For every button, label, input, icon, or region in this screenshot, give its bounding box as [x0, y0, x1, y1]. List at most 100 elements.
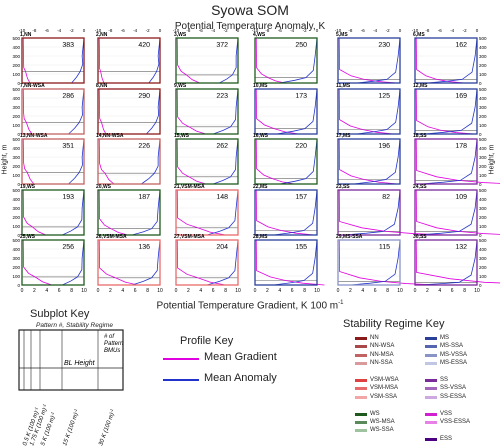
gradient-tick-label: 6 — [212, 288, 215, 294]
panel-count: 125 — [378, 93, 390, 100]
panel-3: 3,WS 372 -10 -8 -6 -4 -2 0 — [173, 28, 240, 84]
panel-label: 25,WS — [20, 234, 36, 240]
panel-29: 29,MS-SSA 115 0 2 4 6 8 10 — [336, 234, 438, 294]
height-tick-label: 100 — [12, 72, 20, 77]
gradient-tick-label: 2 — [109, 288, 112, 294]
mean-gradient-line — [176, 88, 206, 135]
panel-label: 19,WS — [20, 184, 36, 190]
height-tick-label: 300 — [12, 54, 20, 59]
panel-frame — [175, 239, 239, 286]
subplot-key-title: Subplot Key — [30, 308, 90, 320]
panel-label: 30,SS — [413, 234, 427, 240]
panel-17: 17,MS 196 — [336, 133, 401, 185]
height-tick-label: 400 — [479, 197, 487, 202]
mean-anomaly-line — [418, 239, 478, 286]
height-tick-label: 200 — [479, 215, 487, 220]
panel-frame — [21, 189, 85, 236]
mean-anomaly-line — [353, 138, 401, 185]
panel-count: 169 — [455, 93, 467, 100]
mean-gradient-line — [98, 189, 128, 236]
panel-frame — [414, 138, 478, 185]
panel-15: 15,WS 262 — [174, 133, 239, 185]
top-axis-title: Potential Temperature Anomaly, K — [174, 21, 326, 32]
mean-gradient-line — [22, 88, 33, 135]
panel-10: 10,MS 173 — [253, 83, 318, 135]
mean-anomaly-line — [418, 189, 478, 236]
height-tick-label: 0 — [479, 81, 482, 86]
stability-label: MS-ESSA — [440, 360, 468, 367]
stability-swatch — [425, 395, 437, 399]
mean-anomaly-line — [141, 138, 161, 185]
panel-frame — [414, 189, 478, 236]
height-tick-label: 500 — [12, 238, 20, 243]
panel-5: 5,MS 230 -10 -8 -6 -4 -2 0 — [335, 28, 402, 84]
anomaly-tick-label: -2 — [224, 28, 228, 33]
stability-swatch — [425, 345, 437, 349]
stability-label: SS — [440, 377, 449, 383]
height-tick-label: 200 — [479, 265, 487, 270]
gradient-tick-label: 0 — [175, 288, 178, 294]
stability-label: WS-SSA — [370, 427, 394, 434]
gradient-tick-label: 8 — [303, 288, 306, 294]
height-tick-label: 500 — [479, 87, 487, 92]
panel-label: 2,NN — [96, 32, 108, 38]
panel-frame — [254, 138, 318, 185]
panel-label: 13,NN-WSA — [20, 133, 48, 139]
panel-count: 148 — [216, 194, 228, 201]
stability-label: MS — [440, 335, 449, 341]
panel-label: 16,WS — [253, 133, 269, 139]
panel-14: 14,NN-WSA 226 — [96, 133, 161, 185]
panel-frame — [175, 88, 239, 135]
height-tick-label: 300 — [479, 105, 487, 110]
anomaly-tick-label: -10 — [252, 28, 259, 33]
anomaly-tick-label: -2 — [146, 28, 150, 33]
panel-23: 23,SS 82 — [336, 184, 448, 236]
panel-frame — [97, 239, 161, 286]
subplot-key-grad-label-4: 15 K (100 m)-1 — [60, 408, 81, 447]
panel-8: 8,NN 290 — [96, 83, 161, 135]
panel-frame — [175, 138, 239, 185]
panel-count: 230 — [378, 42, 390, 49]
height-tick-label: 100 — [479, 224, 487, 229]
height-tick-label: 400 — [12, 96, 20, 101]
gradient-tick-label: 6 — [58, 288, 61, 294]
gradient-tick-label: 0 — [254, 288, 257, 294]
anomaly-tick-label: 0 — [159, 28, 162, 33]
panel-label: 29,MS-SSA — [336, 234, 363, 240]
panel-label: 10,MS — [253, 83, 268, 89]
panel-count: 286 — [62, 93, 74, 100]
height-tick-label: 100 — [12, 274, 20, 279]
height-tick-label: 200 — [479, 114, 487, 119]
gradient-tick-label: 8 — [146, 288, 149, 294]
stability-label: ESS — [440, 435, 453, 442]
anomaly-tick-label: -8 — [108, 28, 112, 33]
height-tick-label: 100 — [479, 72, 487, 77]
stability-swatch — [425, 362, 437, 366]
panel-label: 12,MS — [413, 83, 428, 89]
mean-gradient-line — [338, 189, 448, 236]
mean-gradient-line — [22, 189, 46, 236]
mean-anomaly-line — [213, 88, 239, 135]
gradient-tick-label: 0 — [21, 288, 24, 294]
stability-swatch — [355, 412, 367, 416]
panel-frame — [21, 138, 85, 185]
gradient-tick-label: 0 — [337, 288, 340, 294]
panel-count: 193 — [62, 194, 74, 201]
mean-anomaly-line — [213, 138, 239, 185]
gradient-tick-label: 4 — [438, 288, 441, 294]
panel-count: 290 — [138, 93, 150, 100]
stability-swatch — [355, 421, 367, 424]
stability-label: MS-SSA — [440, 343, 464, 350]
subplot-key-bl-label: BL Height — [64, 360, 96, 367]
height-tick-label: 200 — [12, 265, 20, 270]
mean-gradient-line — [415, 138, 500, 184]
gradient-tick-label: 10 — [81, 288, 87, 294]
panel-label: 11,MS — [336, 83, 351, 89]
panel-count: 220 — [295, 143, 307, 150]
anomaly-tick-label: -6 — [361, 28, 365, 33]
mean-gradient-line — [415, 37, 465, 84]
stability-label: VSS-ESSA — [440, 419, 471, 425]
mean-anomaly-line — [148, 37, 161, 84]
panel-count: 173 — [295, 93, 307, 100]
gradient-tick-label: 8 — [70, 288, 73, 294]
